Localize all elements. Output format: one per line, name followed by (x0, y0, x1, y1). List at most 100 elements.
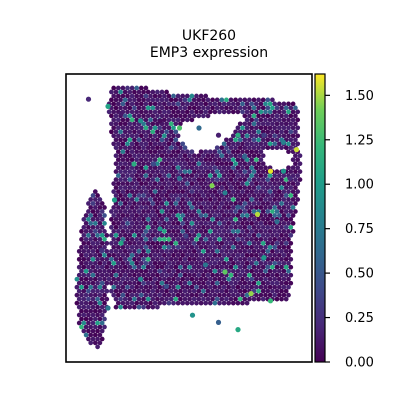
tissue-spot (286, 205, 291, 210)
tissue-spot (134, 276, 140, 282)
tissue-spot (79, 316, 84, 322)
tissue-spot (175, 268, 181, 274)
tissue-spot (203, 300, 209, 306)
tissue-spot (118, 209, 123, 214)
colorbar-ticks: 0.000.250.500.751.001.251.50 (325, 89, 374, 371)
tissue-spot (235, 292, 241, 298)
tissue-spot (224, 296, 229, 302)
data-point (241, 154, 248, 160)
tissue-spot (281, 260, 287, 266)
tissue-spot (191, 177, 197, 182)
tissue-spot (191, 113, 197, 119)
tissue-spot (230, 197, 236, 202)
tissue-spot (171, 189, 176, 194)
tissue-spot (212, 284, 218, 290)
tissue-spot (95, 240, 100, 246)
tissue-spot (111, 229, 117, 234)
tissue-spot (90, 328, 96, 334)
tissue-spot (235, 213, 241, 218)
colorbar-tick-label: 1.00 (345, 178, 374, 193)
tissue-spot (168, 105, 174, 111)
tissue-spot (297, 169, 303, 174)
tissue-spot (157, 221, 163, 226)
tissue-spot (129, 237, 135, 242)
tissue-spot (196, 193, 202, 198)
tissue-spot (207, 165, 213, 171)
tissue-spot (240, 109, 245, 115)
tissue-spot (109, 89, 114, 95)
tissue-spot (171, 165, 176, 171)
tissue-spot (111, 117, 117, 123)
tissue-spot (159, 105, 165, 111)
tissue-spot (134, 149, 140, 155)
tissue-spot (214, 97, 220, 103)
tissue-spot (152, 244, 158, 250)
tissue-spot (221, 252, 227, 258)
tissue-spot (120, 125, 126, 131)
tissue-spot (189, 149, 195, 155)
tissue-spot (138, 284, 144, 290)
tissue-spot (272, 237, 278, 242)
tissue-spot (92, 252, 98, 258)
tissue-spot (249, 205, 255, 210)
data-point (137, 276, 144, 282)
tissue-spot (205, 288, 211, 294)
tissue-spot (196, 256, 202, 262)
data-point (163, 283, 170, 289)
tissue-spot (247, 153, 252, 159)
tissue-spot (180, 276, 186, 282)
tissue-spot (230, 101, 236, 107)
tissue-spot (125, 197, 130, 202)
tissue-spot (118, 105, 123, 111)
tissue-spot (141, 264, 146, 270)
tissue-spot (198, 149, 204, 155)
tissue-spot (127, 201, 133, 206)
tissue-spot (134, 221, 140, 226)
tissue-spot (198, 189, 204, 194)
tissue-spot (274, 264, 280, 270)
tissue-spot (164, 121, 169, 127)
tissue-spot (134, 229, 140, 234)
tissue-spot (81, 272, 87, 278)
tissue-spot (256, 145, 261, 151)
tissue-spot (212, 157, 218, 163)
tissue-spot (150, 248, 156, 254)
tissue-spot (182, 113, 188, 119)
tissue-spot (247, 121, 252, 127)
tissue-spot (113, 169, 119, 174)
tissue-spot (129, 101, 135, 107)
tissue-spot (152, 276, 158, 282)
tissue-spot (159, 129, 165, 135)
tissue-spot (143, 125, 149, 131)
tissue-spot (201, 209, 206, 214)
tissue-spot (138, 189, 144, 194)
tissue-spot (203, 197, 209, 202)
tissue-spot (171, 300, 176, 306)
tissue-spot (194, 93, 199, 99)
tissue-spot (235, 229, 241, 234)
tissue-spot (141, 169, 146, 174)
tissue-spot (226, 205, 232, 210)
tissue-spot (161, 268, 167, 274)
tissue-spot (148, 189, 153, 194)
tissue-spot (173, 97, 179, 103)
tissue-spot (233, 256, 238, 262)
tissue-spot (279, 209, 284, 214)
tissue-spot (212, 237, 218, 242)
tissue-spot (132, 209, 137, 214)
tissue-spot (109, 209, 114, 214)
tissue-spot (178, 272, 183, 278)
tissue-spot (260, 209, 266, 214)
tissue-spot (270, 121, 275, 127)
tissue-spot (111, 85, 117, 91)
tissue-spot (90, 233, 96, 238)
tissue-spot (118, 97, 123, 103)
tissue-spot (244, 237, 250, 242)
tissue-spot (228, 272, 234, 278)
tissue-spot (228, 169, 234, 174)
tissue-spot (138, 125, 144, 131)
tissue-spot (217, 197, 222, 202)
tissue-spot (79, 244, 84, 250)
tissue-spot (155, 240, 160, 246)
tissue-spot (127, 153, 133, 159)
